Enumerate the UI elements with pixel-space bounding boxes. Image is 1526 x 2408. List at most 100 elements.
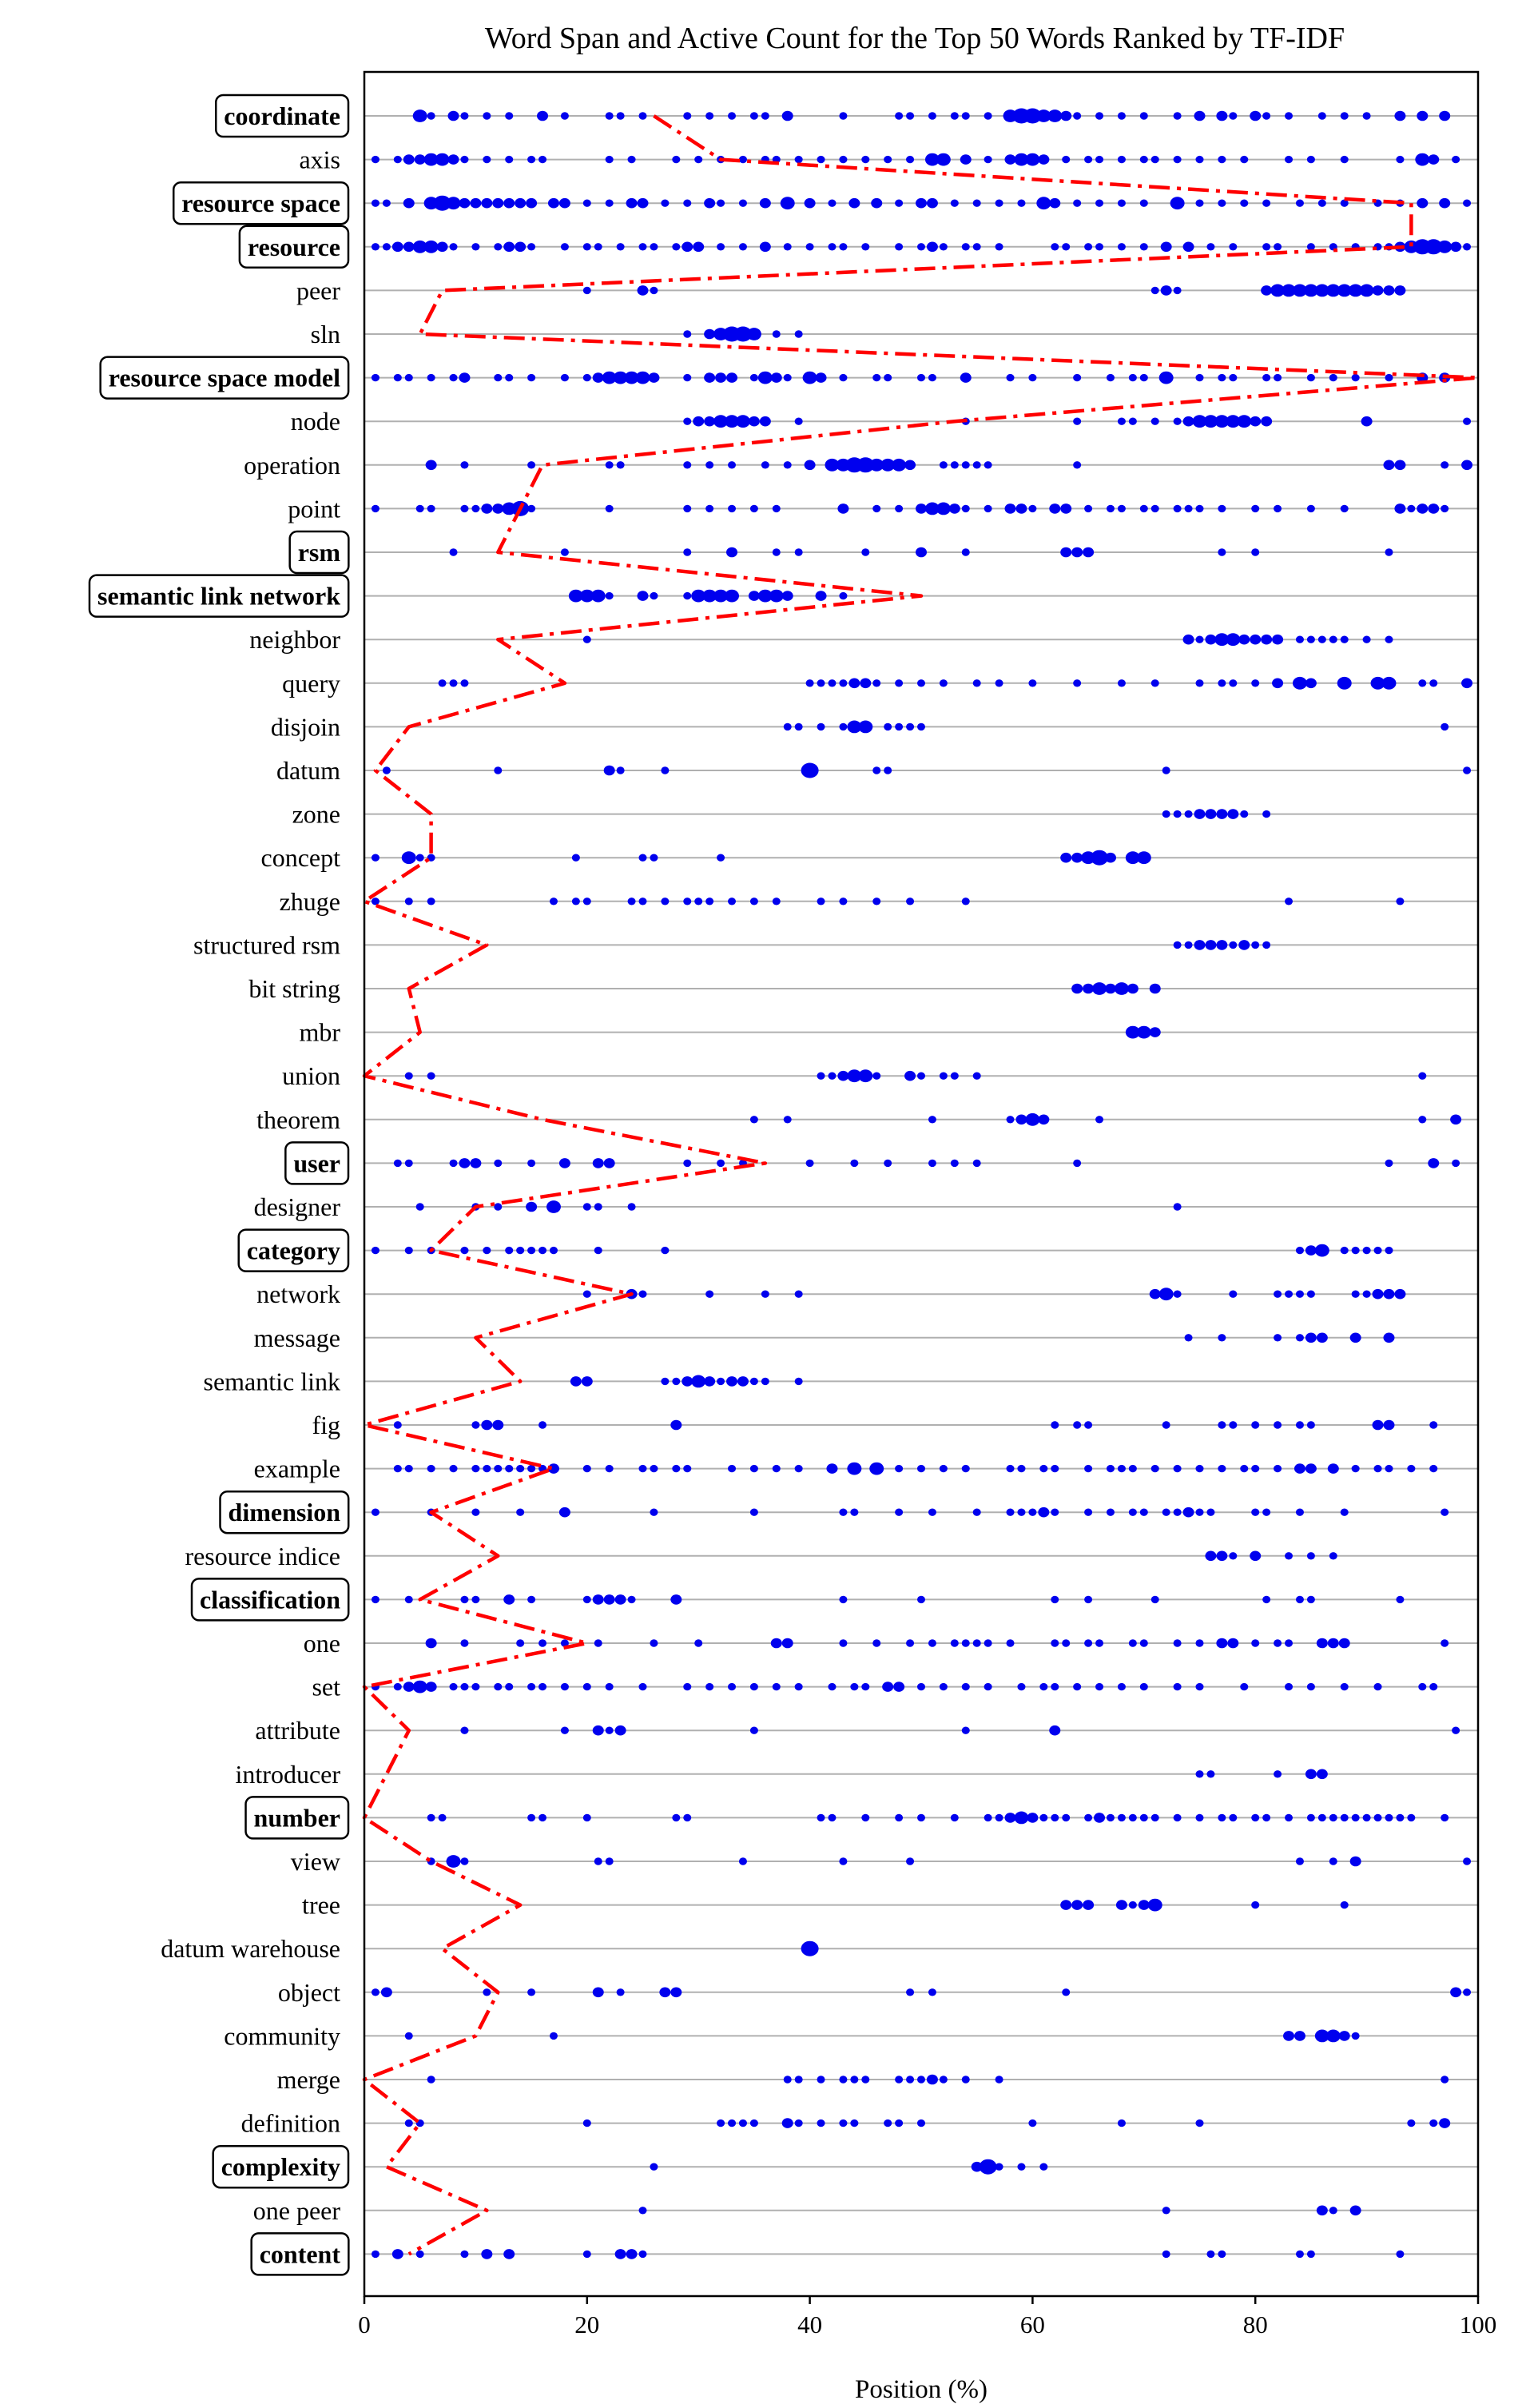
data-point [1095,1116,1104,1124]
data-point [627,1203,636,1211]
data-point [1206,1508,1215,1516]
data-point [1306,1421,1315,1429]
data-point [1173,810,1182,818]
data-point [391,241,403,253]
data-point [638,1682,647,1691]
data-point [1274,1639,1282,1647]
data-point [380,1987,392,1998]
points-layer [371,108,1473,2259]
data-point [728,898,737,905]
data-point [481,1419,493,1431]
label-highlight-box [215,94,350,138]
data-point [527,1682,536,1691]
data-point [1329,635,1337,643]
data-point [1014,153,1029,166]
data-point [1049,197,1061,209]
data-point [1214,633,1230,647]
data-point [582,1203,591,1211]
data-point [1083,547,1095,558]
word-label: neighbor [249,625,340,654]
data-point [749,1377,758,1386]
data-point [781,2118,793,2128]
data-point [726,1376,738,1387]
data-point [404,2032,413,2040]
data-point [1340,112,1349,120]
data-point [1295,1290,1304,1298]
data-point [1039,1813,1048,1822]
data-point [1262,1508,1271,1516]
data-point [683,1464,692,1473]
data-point [1262,112,1271,120]
data-point [691,589,706,603]
data-point [1039,2163,1048,2171]
data-point [1372,285,1384,296]
data-point [839,679,848,687]
data-point [761,112,769,120]
data-point [1429,2119,1438,2127]
data-point [928,1639,936,1647]
data-point [1359,284,1374,297]
x-tick-label: 0 [358,2310,371,2338]
data-point [435,153,450,166]
data-point [1139,112,1148,120]
data-point [449,1464,458,1473]
data-point [1305,1463,1317,1474]
data-point [683,898,692,905]
data-point [1317,1813,1326,1822]
data-point [826,1463,838,1474]
data-point [1092,982,1107,995]
data-point [916,547,927,558]
data-point [1306,155,1315,164]
data-point [526,197,538,209]
data-point [1004,503,1016,514]
data-point [1417,503,1429,514]
data-point [984,1813,992,1822]
data-point [613,371,628,384]
data-point [1039,1682,1048,1691]
data-point [1071,852,1083,863]
data-point [1340,155,1349,164]
data-point [1162,2207,1170,2215]
label-highlight-box [244,1796,350,1840]
data-point [505,373,514,382]
word-label: bit string [248,974,340,1003]
data-point [1362,1246,1371,1255]
data-point [672,1813,681,1822]
data-point [602,371,617,384]
data-point [1295,1595,1304,1604]
data-point [1206,243,1215,251]
label-highlight-box [284,1141,350,1185]
data-point [984,112,992,120]
data-point [414,154,426,165]
data-point [624,371,639,384]
data-point [427,1813,435,1822]
data-point [1340,635,1349,643]
word-label: query [282,669,340,698]
data-point [1104,852,1116,863]
data-point [1128,1901,1137,1909]
data-point [828,1682,837,1691]
span-line-layer [362,114,1480,2256]
data-point [869,1462,884,1475]
data-point [1340,1901,1349,1909]
data-point [861,548,870,556]
data-point [638,1464,647,1473]
data-point [1272,678,1284,689]
data-point [404,373,413,382]
data-point [627,155,636,164]
data-point [1340,199,1349,207]
data-point [404,1246,413,1255]
data-point [772,898,781,905]
data-point [1329,373,1337,382]
data-point [717,243,725,251]
data-point [1385,635,1393,643]
data-point [1306,1595,1315,1604]
data-point [1117,1464,1126,1473]
data-point [505,155,514,164]
data-point [995,199,1003,207]
data-point [427,1464,435,1473]
data-point [1316,1332,1328,1343]
data-point [1383,1419,1395,1431]
plot-frame [363,70,1480,2298]
data-point [670,1594,682,1605]
